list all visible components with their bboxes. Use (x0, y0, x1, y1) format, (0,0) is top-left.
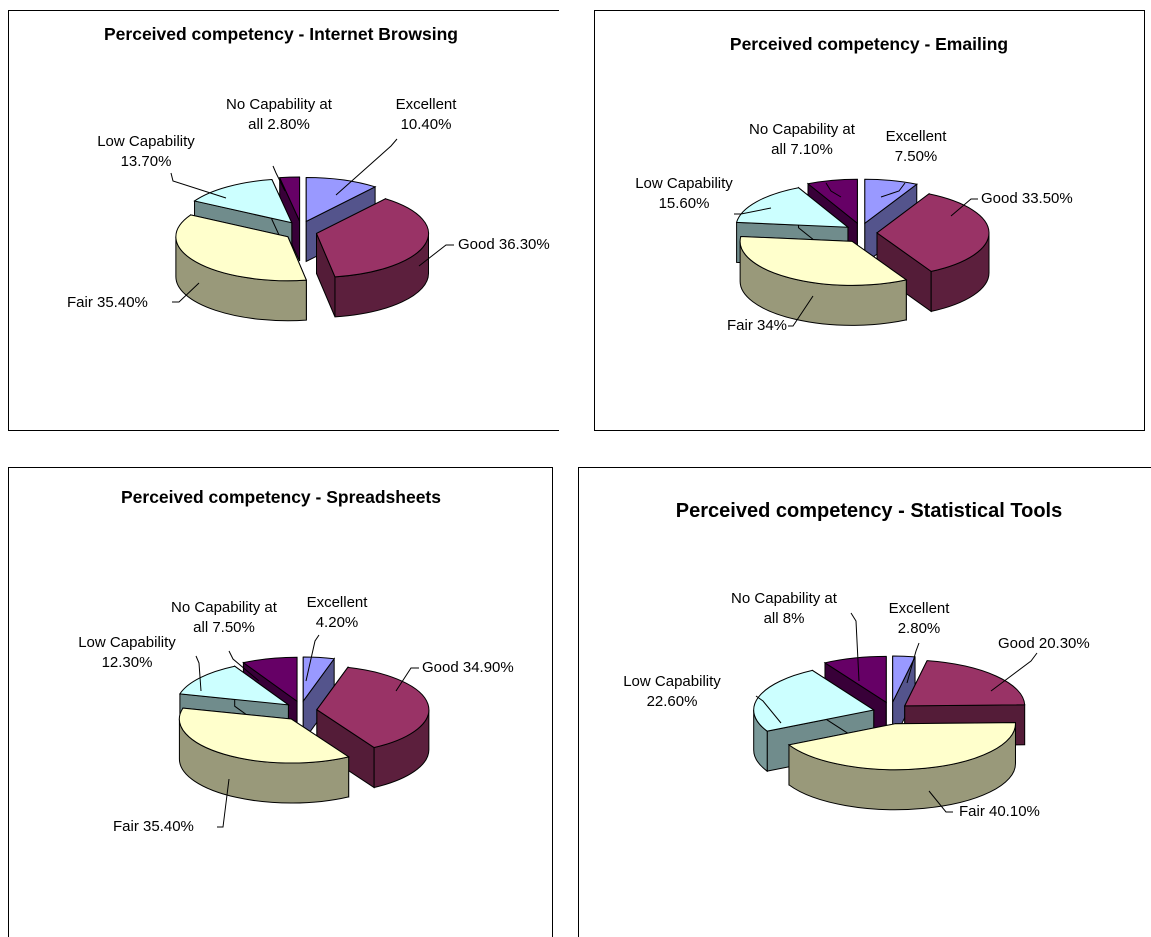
slice-fair (175, 214, 308, 322)
svg-text:Fair 34%: Fair 34% (727, 317, 787, 334)
slice-good (876, 192, 990, 313)
slice-fair (739, 235, 908, 326)
data-label-good: Good 20.30% (990, 635, 1090, 692)
svg-text:Good 20.30%: Good 20.30% (998, 635, 1090, 652)
data-label-fair: Fair 35.40% (113, 778, 230, 835)
chart-title: Perceived competency - Emailing (730, 34, 1008, 54)
svg-text:Fair 40.10%: Fair 40.10% (959, 803, 1040, 820)
data-label-fair: Fair 35.40% (67, 282, 200, 311)
chart-panel-spreadsheets: Perceived competency - Spreadsheets Excel… (8, 467, 553, 937)
slice-good (315, 197, 430, 318)
data-label-fair: Fair 40.10% (928, 790, 1040, 820)
data-label-low-capability: Low Capability 15.60% (635, 175, 772, 215)
data-label-excellent: Excellent 7.50% (880, 128, 948, 198)
svg-text:Fair 35.40%: Fair 35.40% (113, 818, 194, 835)
data-label-no-capability-at-all: No Capability at all 8% (731, 590, 860, 682)
slice-good (316, 665, 430, 789)
slice-fair (787, 722, 1016, 811)
pie-chart-statistical-tools: Perceived competency - Statistical Tools… (623, 500, 1090, 820)
data-label-fair: Fair 34% (727, 295, 814, 334)
data-label-no-capability-at-all: No Capability at all 2.80% (226, 96, 333, 192)
pie-chart-internet-browsing: Perceived competency - Internet Browsing… (67, 24, 550, 322)
svg-text:Good 33.50%: Good 33.50% (981, 190, 1073, 207)
data-label-low-capability: Low Capability 12.30% (78, 634, 202, 692)
data-label-excellent: Excellent 10.40% (335, 96, 458, 196)
data-label-excellent: Excellent 2.80% (889, 600, 951, 684)
data-label-low-capability: Low Capability 13.70% (97, 133, 227, 199)
svg-text:Good 36.30%: Good 36.30% (458, 236, 550, 253)
data-label-no-capability-at-all: No Capability at all 7.50% (171, 599, 278, 682)
chart-panel-emailing: Perceived competency - Emailing Excellent… (594, 10, 1145, 431)
data-label-good: Good 33.50% (950, 190, 1073, 217)
data-label-good: Good 36.30% (418, 236, 550, 267)
data-label-excellent: Excellent 4.20% (305, 594, 369, 682)
pie-chart-spreadsheets: Perceived competency - Spreadsheets Excel… (78, 487, 514, 835)
data-label-low-capability: Low Capability 22.60% (623, 673, 782, 724)
slice-fair (178, 707, 350, 804)
pie-chart-emailing: Perceived competency - Emailing Excellent… (635, 34, 1073, 334)
chart-title: Perceived competency - Statistical Tools (676, 500, 1062, 522)
chart-title: Perceived competency - Spreadsheets (121, 487, 441, 507)
data-label-good: Good 34.90% (395, 659, 514, 692)
chart-panel-statistical-tools: Perceived competency - Statistical Tools… (578, 467, 1151, 937)
data-label-no-capability-at-all: No Capability at all 7.10% (749, 121, 856, 198)
chart-title: Perceived competency - Internet Browsing (104, 24, 458, 44)
chart-panel-internet-browsing: Perceived competency - Internet Browsing… (8, 10, 559, 431)
svg-text:Fair 35.40%: Fair 35.40% (67, 294, 148, 311)
svg-text:Good 34.90%: Good 34.90% (422, 659, 514, 676)
